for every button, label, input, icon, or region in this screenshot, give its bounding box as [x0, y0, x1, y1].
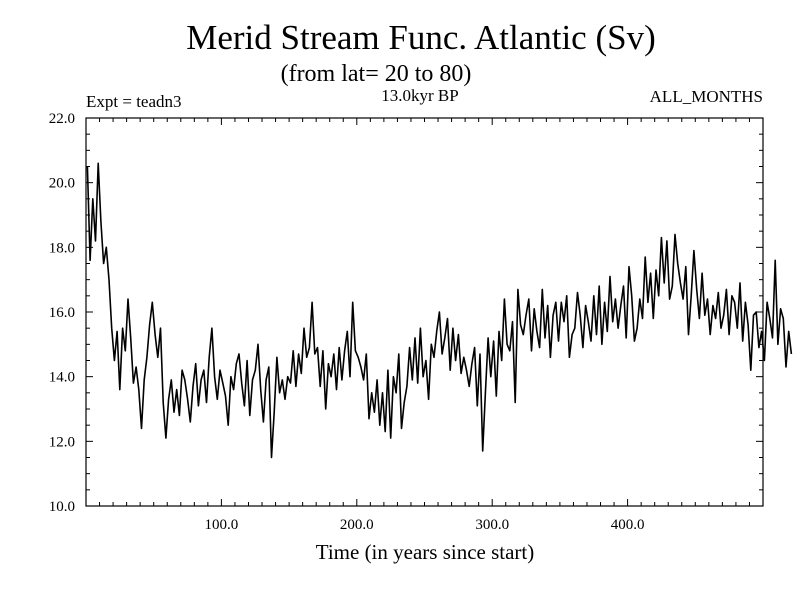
chart-subtitle: (from lat= 20 to 80): [281, 61, 472, 87]
y-tick-labels: 10.0 12.0 14.0 16.0 18.0 20.0 22.0: [49, 111, 75, 515]
y-tick-label: 16.0: [49, 305, 75, 321]
x-tick-label: 100.0: [205, 517, 239, 533]
period-label: 13.0kyr BP: [381, 86, 458, 105]
chart-title: Merid Stream Func. Atlantic (Sv): [186, 18, 656, 57]
y-tick-label: 18.0: [49, 240, 75, 256]
series-line: [86, 162, 793, 459]
y-tick-label: 22.0: [49, 111, 75, 127]
y-tick-label: 14.0: [49, 370, 75, 386]
experiment-label: Expt = teadn3: [86, 92, 182, 111]
months-label: ALL_MONTHS: [650, 87, 763, 106]
y-tick-label: 10.0: [49, 499, 75, 515]
plot-frame: [85, 117, 764, 507]
y-tick-label: 12.0: [49, 434, 75, 450]
x-axis: [99, 118, 750, 506]
y-axis: [86, 117, 763, 507]
x-tick-labels: 100.0 200.0 300.0 400.0: [205, 517, 645, 533]
x-tick-label: 300.0: [475, 517, 509, 533]
x-axis-label: Time (in years since start): [316, 540, 535, 564]
y-tick-label: 20.0: [49, 176, 75, 192]
x-tick-label: 200.0: [340, 517, 374, 533]
x-tick-label: 400.0: [611, 517, 645, 533]
